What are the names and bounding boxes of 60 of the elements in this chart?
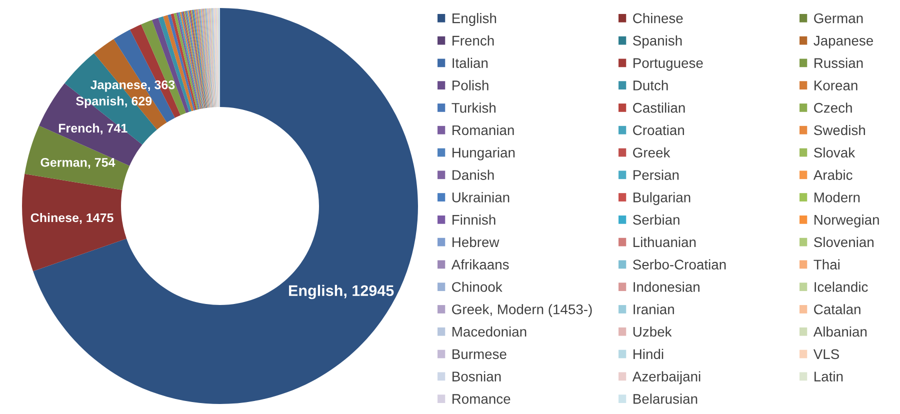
data-label: French, 741: [58, 123, 128, 134]
legend-label: VLS: [813, 349, 840, 360]
legend-label: Croatian: [633, 124, 684, 136]
legend-label: Modern: [814, 192, 860, 202]
legend-label: Finnish: [452, 214, 496, 225]
legend-label: Norwegian: [814, 214, 879, 228]
legend-label: English: [452, 13, 496, 26]
legend-label: Uzbek: [633, 326, 672, 337]
legend-label: Chinese: [633, 13, 683, 24]
donut-slice: [152, 18, 190, 114]
legend-label: Slovak: [814, 147, 856, 158]
legend-label: Danish: [452, 170, 494, 180]
legend-label: Bosnian: [452, 371, 501, 382]
data-label: German, 754: [40, 158, 116, 169]
legend-label: Bulgarian: [634, 192, 690, 206]
legend-label: Korean: [814, 80, 858, 90]
legend-label: Czech: [814, 102, 852, 113]
legend-label: Arabic: [813, 170, 852, 180]
legend-label: Serbian: [633, 214, 680, 225]
legend-label: Polish: [452, 80, 488, 90]
legend-label: Greek, Modern (1453-): [452, 304, 592, 318]
legend-label: Burmese: [452, 349, 506, 360]
legend-label: Dutch: [634, 80, 668, 90]
legend-label: Turkish: [452, 102, 496, 113]
legend-label: Portuguese: [634, 58, 703, 71]
legend-label: Chinook: [452, 282, 502, 292]
legend-label: Icelandic: [814, 282, 868, 292]
legend-label: Greek: [633, 147, 670, 158]
legend-label: Slovenian: [814, 236, 874, 248]
data-label: Spanish, 629: [76, 96, 152, 108]
legend-label: Lithuanian: [634, 236, 696, 248]
legend-label: Japanese: [814, 36, 874, 48]
legend-label: Romanian: [452, 124, 514, 136]
legend-label: Thai: [814, 259, 840, 270]
legend-label: Hebrew: [452, 236, 500, 248]
legend-label: Albanian: [813, 326, 867, 337]
donut-slice: [22, 174, 127, 272]
legend-label: Indonesian: [634, 282, 700, 292]
legend-label: French: [452, 35, 494, 46]
legend-label: Catalan: [814, 304, 860, 314]
legend-label: Hungarian: [452, 147, 515, 160]
legend-label: Belarusian: [634, 394, 698, 404]
legend-label: Spanish: [633, 35, 682, 48]
legend-label: Hindi: [634, 348, 664, 360]
legend-label: Persian: [634, 170, 679, 180]
legend-label: Latin: [814, 371, 843, 382]
legend-label: Castilian: [633, 102, 685, 113]
legend-label: Romance: [452, 394, 510, 404]
data-label: English, 12945: [289, 284, 394, 300]
legend-label: Serbo-Croatian: [633, 259, 726, 270]
legend-label: German: [814, 13, 863, 24]
legend-label: Iranian: [634, 304, 674, 314]
legend-label: Swedish: [814, 124, 865, 136]
legend-label: Italian: [452, 58, 488, 68]
legend-label: Azerbaijani: [632, 371, 700, 384]
legend-label: Ukrainian: [452, 192, 510, 202]
data-label: Chinese, 1475: [30, 212, 114, 224]
legend-label: Macedonian: [452, 326, 526, 337]
legend-label: Russian: [814, 58, 863, 68]
legend-label: Afrikaans: [451, 259, 509, 270]
